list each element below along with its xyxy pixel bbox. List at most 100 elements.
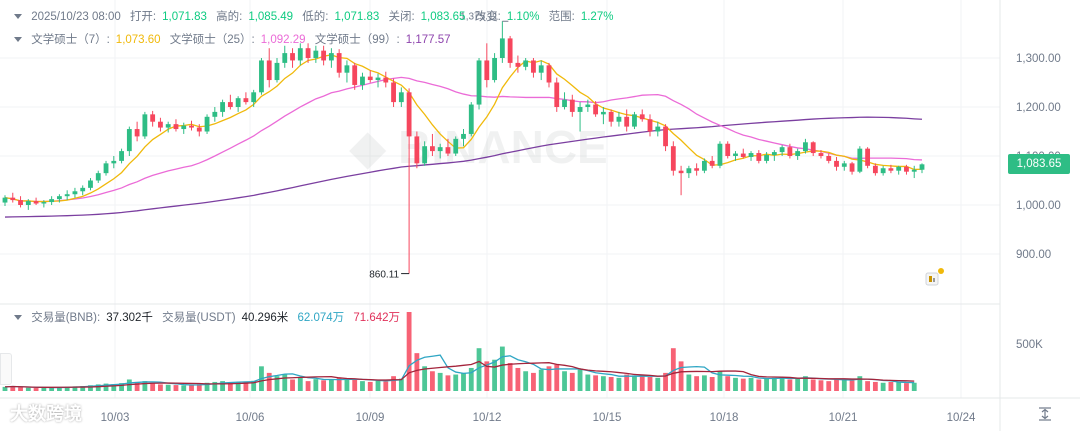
candle-body [10, 197, 16, 201]
candle-body [593, 104, 599, 115]
volume-bar [119, 383, 124, 391]
volume-bnb-value: 37.302千 [106, 312, 153, 324]
volume-ma2-value: 71.642万 [353, 312, 401, 324]
candle [196, 124, 202, 137]
volume-ma-lines [4, 354, 915, 389]
candle-body [64, 194, 70, 197]
volume-bar [709, 377, 715, 391]
candle [756, 150, 762, 164]
volume-bar [383, 381, 389, 391]
collapse-arrow-icon[interactable] [14, 14, 22, 20]
candle-body [173, 124, 179, 130]
candle [18, 196, 23, 208]
candle [189, 120, 194, 131]
moving-average-lines [4, 54, 923, 218]
volume-bar [678, 361, 684, 391]
candle [25, 199, 31, 210]
candle-body [430, 146, 435, 152]
x-tick-label: 10/09 [356, 412, 385, 424]
high-value: 1,085.49 [248, 11, 294, 23]
volume-bar [165, 384, 171, 391]
notification-icon[interactable] [924, 268, 944, 288]
candle-body [632, 114, 637, 127]
volume-tick-label: 500K [1016, 339, 1043, 351]
volume-bar [600, 376, 606, 391]
candle-body [694, 168, 700, 171]
volume-bar [468, 367, 474, 391]
volume-bar [2, 386, 8, 391]
candle [810, 141, 816, 156]
volume-bar [212, 381, 218, 391]
volume-bar [647, 377, 653, 391]
candle [748, 151, 754, 161]
candle-body [896, 166, 902, 171]
candle [484, 43, 490, 88]
candle-body [367, 76, 373, 81]
ohlc-header: 2025/10/23 08:00 打开: 1,071.83 高的: 1,085.49… [14, 8, 619, 24]
candle [305, 43, 311, 63]
candle-body [748, 153, 754, 157]
binance-watermark-logo: ◆ BINANCE [349, 121, 608, 173]
candle [624, 109, 630, 132]
candle [834, 156, 839, 171]
volume-bar [655, 377, 661, 391]
volume-bar [546, 366, 552, 391]
candle [764, 152, 769, 164]
volume-bar [616, 377, 622, 391]
volume-bar [290, 379, 295, 391]
volume-bar [18, 387, 23, 391]
candle-body [678, 170, 684, 174]
candle [476, 58, 482, 110]
candle-body [655, 126, 661, 132]
candle [158, 117, 163, 132]
candle [119, 148, 124, 164]
volume-bar [367, 381, 373, 391]
volume-bar [235, 381, 241, 391]
candle-body [725, 143, 731, 156]
candle-body [437, 147, 443, 152]
collapse-arrow-icon[interactable] [14, 37, 22, 43]
candle-body [771, 152, 777, 156]
volume-bar [189, 385, 194, 391]
candle-body [569, 99, 575, 112]
collapse-arrow-icon[interactable] [14, 315, 22, 321]
candle [2, 195, 8, 206]
axis-scale-icon[interactable] [1036, 406, 1054, 422]
candle [235, 96, 241, 112]
candle-body [189, 125, 194, 128]
expand-panel-button[interactable] [0, 353, 12, 385]
candle-body [639, 114, 645, 120]
min-price-label: 860.11 [369, 270, 399, 281]
candle-body [476, 60, 482, 105]
candle [10, 192, 16, 203]
candle [352, 62, 358, 90]
volume-bar [445, 375, 451, 391]
candle-body [663, 126, 668, 147]
volume-bars [2, 312, 917, 391]
candle [406, 88, 412, 274]
candle-body [515, 62, 521, 67]
candle-body [422, 146, 428, 164]
volume-legend: 交易量(BNB): 37.302千 交易量(USDT) 40.296米 62.074… [14, 309, 406, 325]
candle-body [414, 136, 420, 164]
volume-bar [391, 376, 396, 391]
candle [243, 92, 249, 105]
candle [880, 165, 886, 176]
volume-ma-line [4, 354, 915, 389]
candle [282, 45, 288, 68]
volume-bar [95, 384, 101, 391]
candle [857, 146, 863, 174]
volume-bar [111, 384, 117, 391]
volume-bar [515, 367, 521, 391]
candle-body [647, 119, 653, 132]
volume-bar [562, 371, 567, 391]
candle-body [717, 143, 723, 166]
candle-body [235, 98, 241, 107]
candle [632, 111, 637, 130]
open-value: 1,071.83 [162, 11, 207, 23]
candle-body [313, 50, 319, 58]
candle [647, 114, 653, 137]
candle-body [297, 48, 303, 61]
ma7-line [4, 54, 923, 203]
